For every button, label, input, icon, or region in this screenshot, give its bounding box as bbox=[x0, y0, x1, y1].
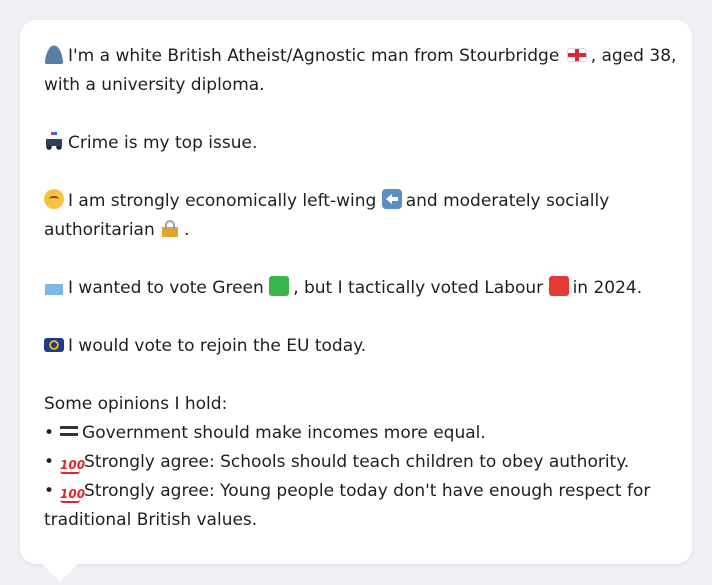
opinion-item: • Government should make incomes more equ… bbox=[44, 419, 668, 448]
thinking-face-icon bbox=[44, 189, 64, 209]
eu-line: I would vote to rejoin the EU today. bbox=[44, 332, 668, 361]
intro-age: , aged 38, bbox=[590, 46, 677, 66]
intro-line-1: I'm a white British Atheist/Agnostic man… bbox=[44, 42, 676, 71]
stance-tail: . bbox=[184, 220, 190, 240]
vote-labour-text: , but I tactically voted Labour bbox=[293, 278, 544, 298]
stance-line-2: authoritarian . bbox=[44, 216, 668, 245]
equals-icon bbox=[60, 424, 79, 438]
ballot-box-icon bbox=[44, 276, 64, 296]
england-flag-icon bbox=[566, 48, 587, 62]
lock-icon bbox=[160, 218, 181, 238]
opinion-item: • 100Strongly agree: Young people today d… bbox=[44, 477, 668, 506]
intro-text: I'm a white British Atheist/Agnostic man… bbox=[68, 46, 560, 66]
stance-econ: I am strongly economically left-wing bbox=[68, 191, 377, 211]
opinion-text: Strongly agree: Schools should teach chi… bbox=[84, 452, 630, 472]
vote-line: I wanted to vote Green , but I tacticall… bbox=[44, 274, 668, 303]
opinion-text: Government should make incomes more equa… bbox=[82, 423, 486, 443]
opinion-text: Strongly agree: Young people today don't… bbox=[84, 481, 651, 501]
bullet: • bbox=[44, 481, 55, 501]
intro-line-2: with a university diploma. bbox=[44, 75, 265, 95]
opinion-item-continuation: traditional British values. bbox=[44, 510, 258, 530]
police-car-icon bbox=[44, 131, 64, 151]
left-arrow-icon bbox=[381, 189, 402, 209]
opinion-item: • 100Strongly agree: Schools should teach… bbox=[44, 448, 668, 477]
eu-flag-icon bbox=[44, 338, 64, 352]
vote-green-text: I wanted to vote Green bbox=[68, 278, 264, 298]
bullet: • bbox=[44, 452, 55, 472]
hundred-points-icon: 100 bbox=[60, 487, 86, 503]
top-issue: Crime is my top issue. bbox=[44, 129, 668, 158]
opinions-heading: Some opinions I hold: bbox=[44, 394, 228, 414]
hundred-points-icon: 100 bbox=[60, 458, 86, 474]
top-issue-text: Crime is my top issue. bbox=[68, 133, 258, 153]
bullet: • bbox=[44, 423, 55, 443]
stance-line-1: I am strongly economically left-wing and… bbox=[44, 187, 668, 216]
bubble-tail bbox=[40, 562, 80, 582]
eu-text: I would vote to rejoin the EU today. bbox=[68, 336, 367, 356]
stance-authoritarian: authoritarian bbox=[44, 220, 155, 240]
green-square-icon bbox=[269, 276, 290, 296]
vote-year-text: in 2024. bbox=[572, 278, 643, 298]
message-bubble: I'm a white British Atheist/Agnostic man… bbox=[20, 20, 692, 564]
red-square-icon bbox=[548, 276, 569, 296]
person-icon bbox=[44, 44, 64, 64]
stance-social: and moderately socially bbox=[405, 191, 610, 211]
